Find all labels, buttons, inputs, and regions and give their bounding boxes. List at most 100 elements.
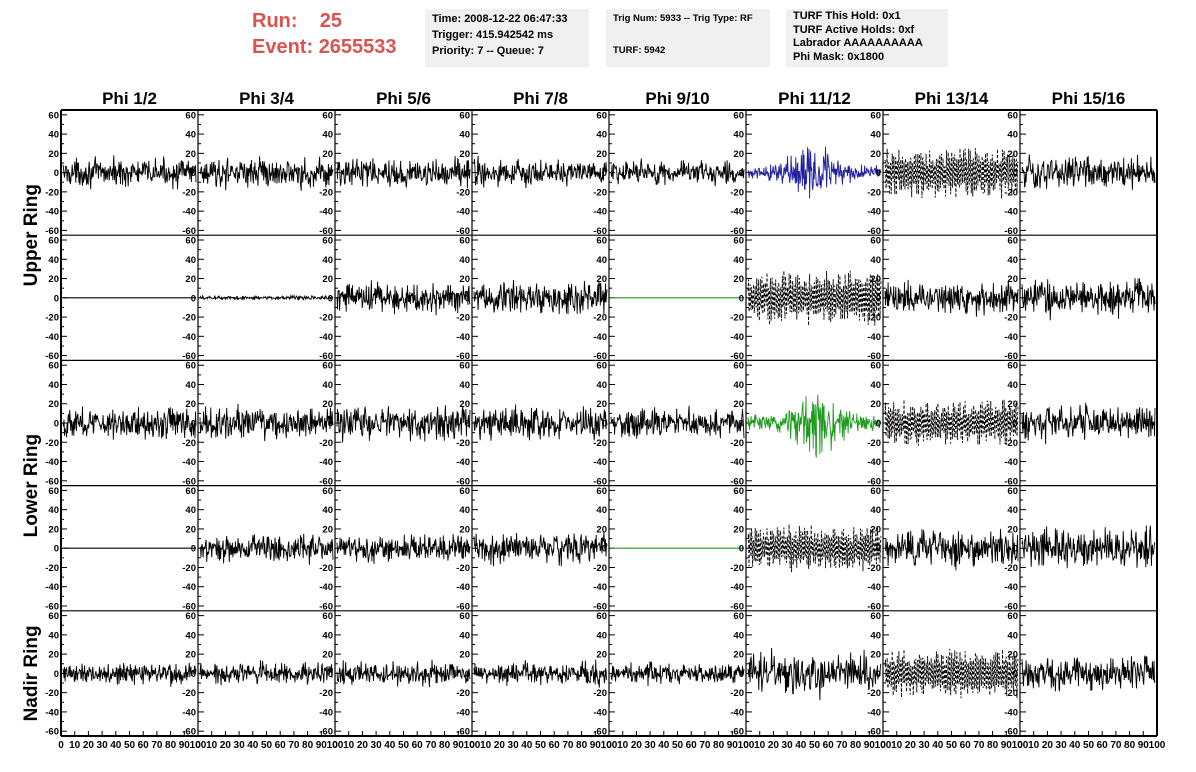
ytick-label: -20 — [319, 313, 333, 324]
ytick-label: 20 — [322, 524, 333, 535]
xtick-label: 10 — [69, 740, 81, 751]
ytick-label: 40 — [733, 130, 744, 141]
ytick-label: 60 — [596, 486, 607, 497]
ytick-label: 40 — [870, 505, 881, 516]
ytick-label: 60 — [596, 611, 607, 622]
ytick-label: 20 — [322, 274, 333, 285]
ytick-label: 0 — [54, 669, 59, 680]
ytick-label: 40 — [48, 130, 59, 141]
ytick-label: 60 — [185, 236, 196, 247]
xtick-label: 70 — [151, 740, 163, 751]
waveform-trace — [747, 270, 882, 326]
ytick-label: 0 — [54, 544, 59, 555]
ytick-label: -40 — [730, 707, 744, 718]
ytick-label: -20 — [319, 438, 333, 449]
ytick-label: 20 — [322, 650, 333, 661]
ytick-label: 40 — [48, 630, 59, 641]
ytick-label: 40 — [322, 130, 333, 141]
ytick-label: 0 — [739, 419, 744, 430]
ytick-label: -40 — [593, 207, 607, 218]
ytick-label: -60 — [730, 351, 744, 362]
ytick-label: -60 — [182, 226, 196, 237]
ytick-label: 40 — [322, 380, 333, 391]
panel-r3-c2: -60 -40 -20 0 20 40 60 — [182, 361, 334, 487]
ytick-label: 0 — [1013, 544, 1018, 555]
column-header-2: Phi 3/4 — [239, 89, 294, 108]
ytick-label: -60 — [319, 226, 333, 237]
xtick-label: 80 — [1124, 740, 1136, 751]
waveform-trace — [62, 406, 197, 440]
ytick-label: -60 — [730, 601, 744, 612]
ytick-label: 20 — [459, 399, 470, 410]
xtick-label: 60 — [823, 740, 835, 751]
ytick-label: -40 — [182, 457, 196, 468]
xtick-label: 30 — [919, 740, 931, 751]
xtick-label: 20 — [631, 740, 643, 751]
xtick-label: 10 — [343, 740, 355, 751]
ytick-label: -40 — [319, 707, 333, 718]
event-label: Event: — [252, 36, 314, 58]
xtick-label: 0 — [469, 740, 475, 751]
ytick-label: 20 — [596, 274, 607, 285]
time-info-box: Time: 2008-12-22 06:47:33 Trigger: 415.9… — [425, 9, 589, 67]
ytick-label: 40 — [1007, 380, 1018, 391]
ytick-label: 20 — [322, 149, 333, 160]
ytick-label: -20 — [456, 438, 470, 449]
ytick-label: 0 — [602, 293, 607, 304]
ytick-label: 0 — [54, 293, 59, 304]
ytick-label: 0 — [876, 168, 881, 179]
xtick-label: 90 — [1001, 740, 1013, 751]
ytick-label: -60 — [319, 351, 333, 362]
xtick-label: 10 — [754, 740, 766, 751]
xtick-label: 20 — [768, 740, 780, 751]
ytick-label: -40 — [319, 332, 333, 343]
panel-r2-c2: -60 -40 -20 0 20 40 60 — [182, 236, 334, 362]
waveform-trace — [62, 662, 197, 687]
panel-r4-c7: -60 -40 -20 0 20 40 60 — [867, 486, 1019, 612]
column-header-5: Phi 9/10 — [645, 89, 709, 108]
ytick-label: -40 — [867, 457, 881, 468]
ytick-label: 20 — [870, 524, 881, 535]
xtick-label: 90 — [727, 740, 739, 751]
xtick-label: 60 — [960, 740, 972, 751]
ytick-label: 40 — [322, 505, 333, 516]
ytick-label: -40 — [730, 582, 744, 593]
ytick-label: 20 — [596, 650, 607, 661]
run-value: 25 — [319, 10, 343, 32]
ytick-label: -60 — [182, 476, 196, 487]
ytick-label: 20 — [1007, 274, 1018, 285]
ytick-label: 20 — [185, 274, 196, 285]
panel-r4-c5: -60 -40 -20 0 20 40 60 — [593, 486, 744, 612]
ytick-label: -60 — [867, 351, 881, 362]
waveform-trace — [473, 404, 608, 441]
xtick-label: 80 — [439, 740, 451, 751]
ytick-label: 40 — [1007, 630, 1018, 641]
xtick-label: 0 — [332, 740, 338, 751]
ytick-label: 0 — [602, 544, 607, 555]
ytick-label: 60 — [185, 486, 196, 497]
panel-r1-c8: -60 -40 -20 0 20 40 60 — [1004, 110, 1156, 237]
xtick-label: 10 — [206, 740, 218, 751]
turf-active-line: TURF Active Holds: 0xf — [793, 23, 915, 36]
ytick-label: -20 — [319, 563, 333, 574]
panel-r4-c8: -60 -40 -20 0 20 40 60 — [1004, 486, 1156, 612]
ytick-label: 40 — [733, 255, 744, 266]
ytick-label: 0 — [328, 669, 333, 680]
ytick-label: -40 — [45, 582, 59, 593]
ytick-label: 60 — [733, 486, 744, 497]
ytick-label: 20 — [870, 399, 881, 410]
ytick-label: -60 — [45, 727, 59, 738]
ytick-label: -20 — [730, 688, 744, 699]
ytick-label: 60 — [322, 236, 333, 247]
ytick-label: 20 — [48, 274, 59, 285]
ytick-label: 0 — [328, 168, 333, 179]
ytick-label: 0 — [54, 168, 59, 179]
ytick-label: 20 — [459, 149, 470, 160]
ytick-label: 40 — [322, 255, 333, 266]
panel-r3-c6: -60 -40 -20 0 20 40 60 — [730, 361, 882, 487]
column-header-4: Phi 7/8 — [513, 89, 568, 108]
turf-info-box: TURF This Hold: 0x1 TURF Active Holds: 0… — [786, 9, 948, 67]
xtick-label: 50 — [124, 740, 136, 751]
ytick-label: -60 — [456, 351, 470, 362]
